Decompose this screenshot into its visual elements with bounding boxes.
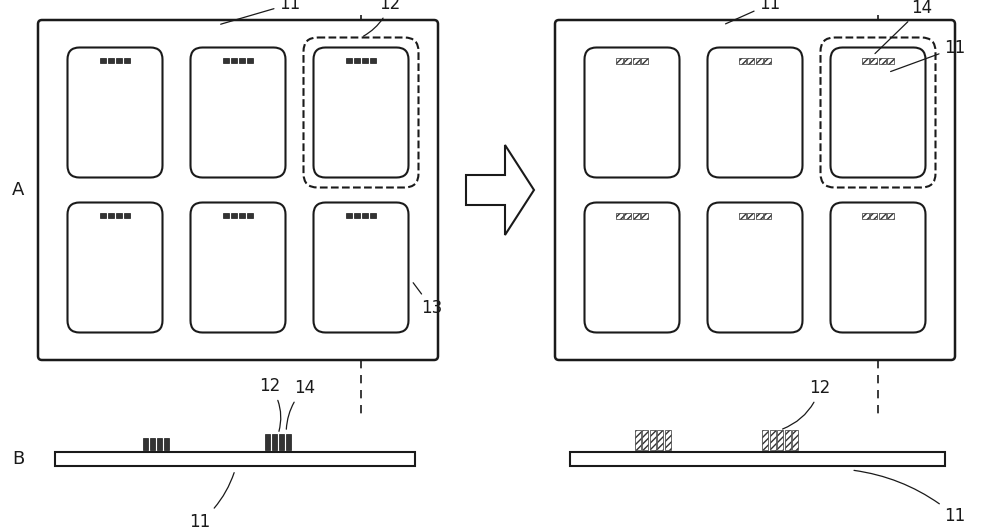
Bar — [747, 58, 754, 63]
Bar — [664, 430, 670, 450]
Bar — [370, 58, 376, 62]
Bar — [265, 434, 270, 450]
Bar — [346, 212, 352, 218]
Bar — [635, 430, 640, 450]
Bar — [633, 58, 640, 63]
Bar — [279, 434, 284, 450]
Text: B: B — [12, 450, 24, 468]
Bar — [739, 212, 746, 219]
Bar — [354, 58, 360, 62]
FancyBboxPatch shape — [190, 203, 286, 333]
Bar — [650, 430, 656, 450]
Bar — [764, 212, 771, 219]
Text: 11: 11 — [891, 39, 966, 72]
Bar — [777, 430, 783, 450]
Bar — [116, 212, 122, 218]
Text: 11: 11 — [726, 0, 781, 24]
Text: 12: 12 — [783, 379, 831, 429]
Bar — [247, 212, 253, 218]
Bar — [157, 438, 162, 450]
Bar — [108, 58, 114, 62]
Bar — [354, 212, 360, 218]
Bar — [616, 212, 623, 219]
Bar — [862, 212, 869, 219]
Bar — [570, 452, 945, 466]
Bar — [362, 212, 368, 218]
Bar — [784, 430, 790, 450]
Bar — [231, 212, 237, 218]
Bar — [641, 212, 648, 219]
Polygon shape — [466, 145, 534, 235]
Bar — [223, 58, 229, 62]
FancyBboxPatch shape — [830, 48, 926, 177]
Bar — [362, 58, 368, 62]
Text: 14: 14 — [286, 379, 316, 429]
Bar — [756, 212, 763, 219]
FancyBboxPatch shape — [708, 203, 802, 333]
Text: 12: 12 — [363, 0, 401, 36]
Bar — [150, 438, 155, 450]
Bar — [124, 58, 130, 62]
Bar — [370, 212, 376, 218]
Bar — [770, 430, 776, 450]
Bar — [108, 212, 114, 218]
FancyBboxPatch shape — [708, 48, 802, 177]
Bar — [247, 58, 253, 62]
Text: 12: 12 — [259, 377, 281, 431]
FancyBboxPatch shape — [314, 203, 409, 333]
Bar — [792, 430, 798, 450]
FancyBboxPatch shape — [68, 48, 162, 177]
Bar — [616, 58, 623, 63]
Bar — [747, 212, 754, 219]
Bar — [642, 430, 648, 450]
Bar — [633, 212, 640, 219]
Bar — [764, 58, 771, 63]
Bar — [286, 434, 291, 450]
Bar — [739, 58, 746, 63]
FancyBboxPatch shape — [584, 48, 680, 177]
Text: 11: 11 — [854, 470, 966, 525]
Bar — [55, 452, 415, 466]
FancyBboxPatch shape — [830, 203, 926, 333]
Bar — [124, 212, 130, 218]
FancyBboxPatch shape — [584, 203, 680, 333]
Bar — [272, 434, 277, 450]
Text: 13: 13 — [413, 282, 443, 317]
FancyBboxPatch shape — [68, 203, 162, 333]
Bar — [657, 430, 663, 450]
Text: 11: 11 — [189, 473, 234, 528]
Bar — [346, 58, 352, 62]
Bar — [231, 58, 237, 62]
Bar — [870, 212, 877, 219]
Bar — [762, 430, 768, 450]
Bar — [624, 58, 631, 63]
Bar — [870, 58, 877, 63]
FancyBboxPatch shape — [190, 48, 286, 177]
Bar — [624, 212, 631, 219]
Bar — [756, 58, 763, 63]
FancyBboxPatch shape — [314, 48, 409, 177]
Bar — [239, 212, 245, 218]
Bar — [879, 58, 886, 63]
Bar — [223, 212, 229, 218]
Bar — [641, 58, 648, 63]
Bar — [100, 58, 106, 62]
Text: A: A — [12, 181, 24, 199]
Bar — [239, 58, 245, 62]
Bar — [879, 212, 886, 219]
Bar — [100, 212, 106, 218]
Bar — [143, 438, 148, 450]
Bar — [887, 212, 894, 219]
Text: 14: 14 — [875, 0, 933, 53]
Bar — [862, 58, 869, 63]
Text: 11: 11 — [221, 0, 301, 24]
Bar — [116, 58, 122, 62]
FancyBboxPatch shape — [38, 20, 438, 360]
Bar — [164, 438, 169, 450]
FancyBboxPatch shape — [555, 20, 955, 360]
Bar — [887, 58, 894, 63]
